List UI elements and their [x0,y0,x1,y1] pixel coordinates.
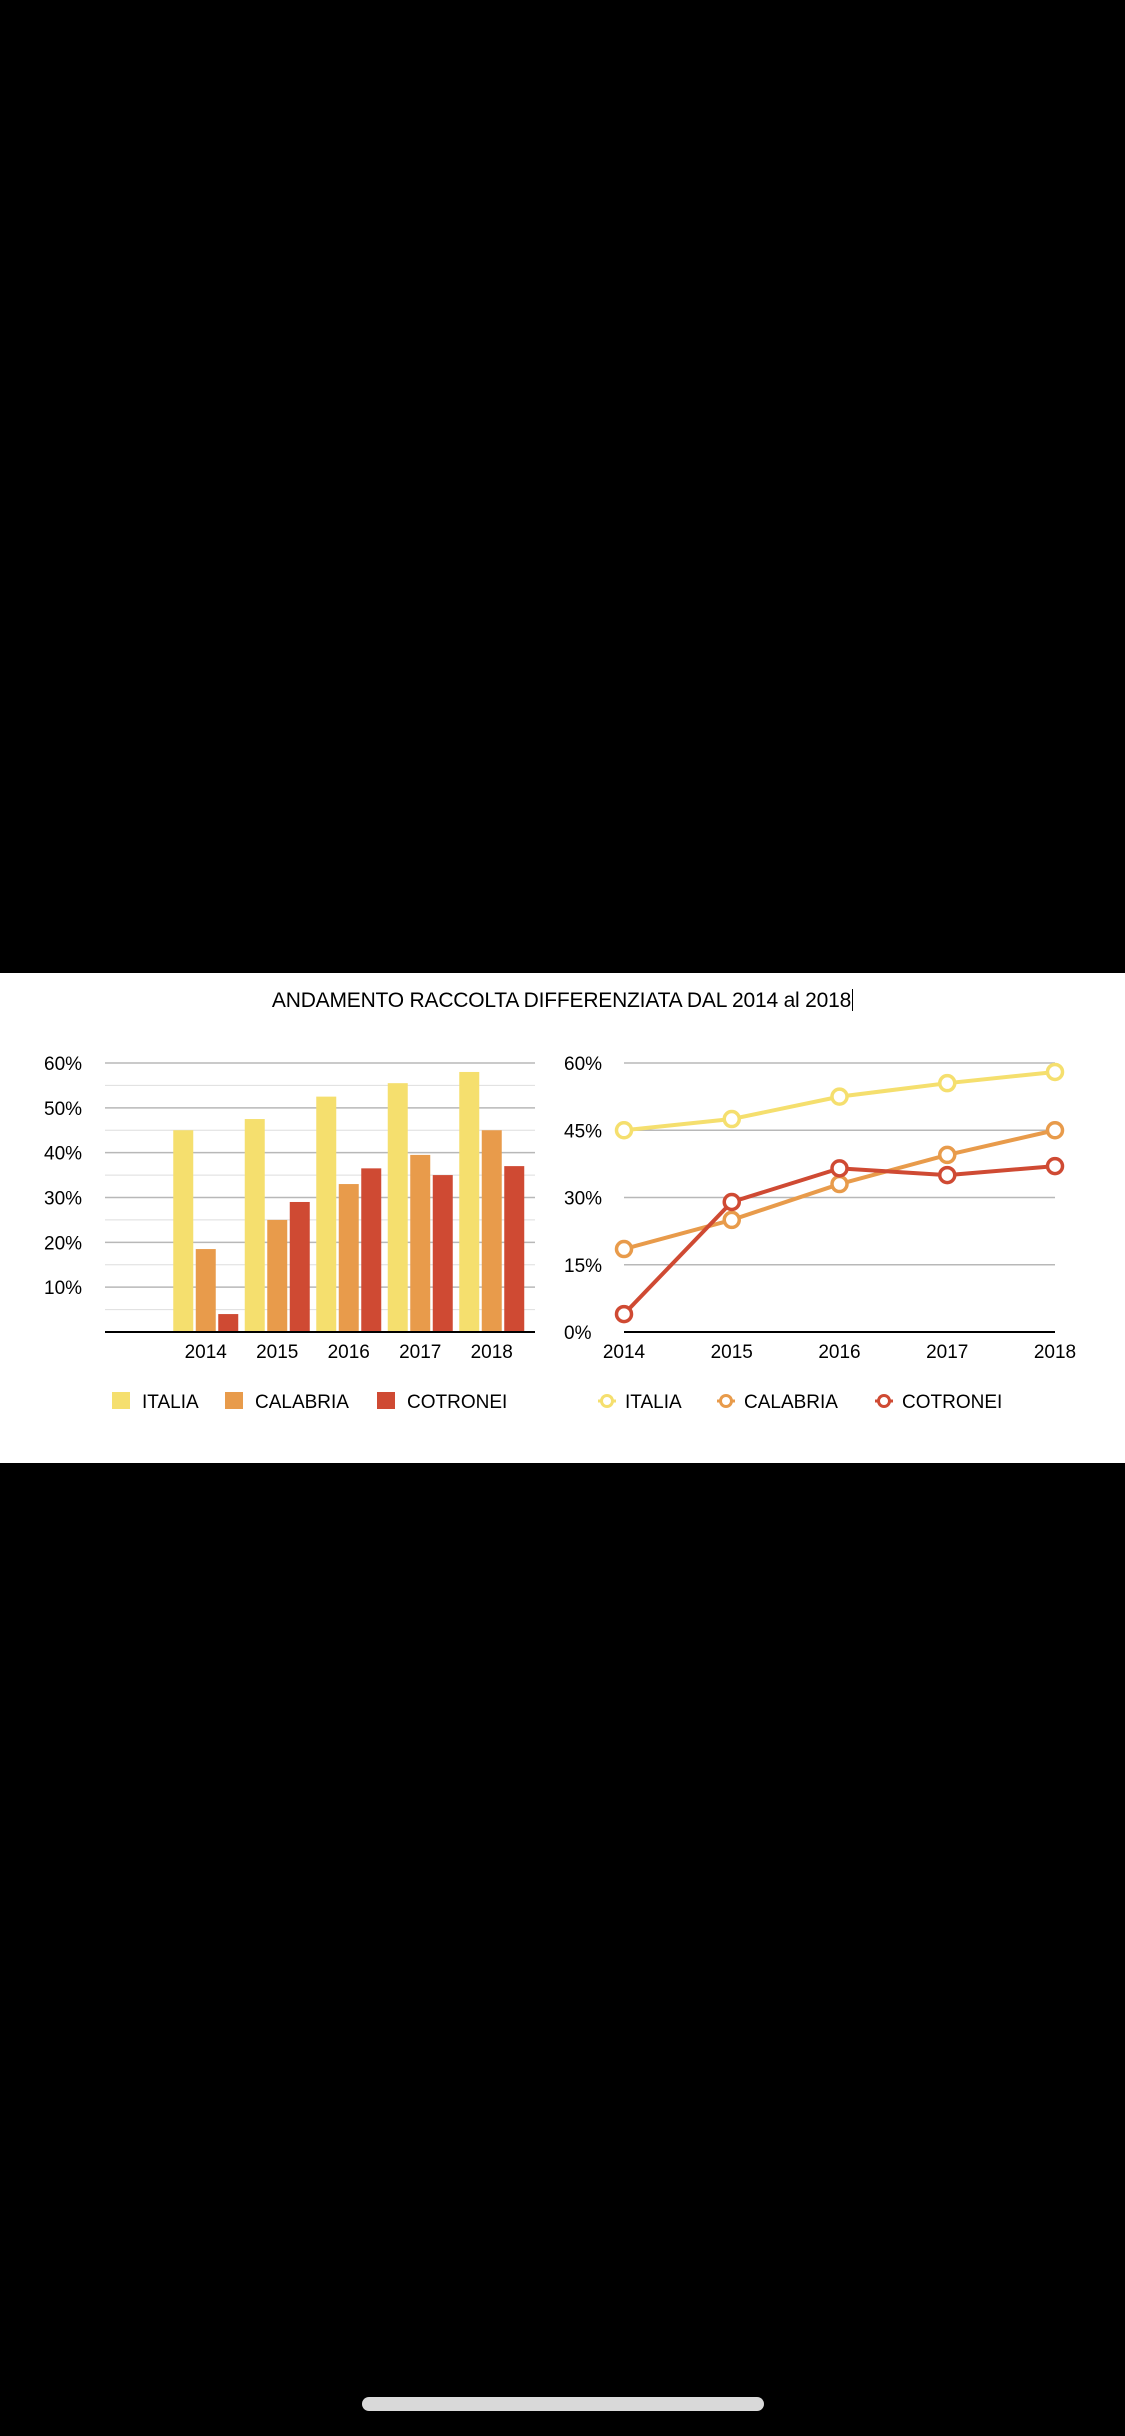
point-calabria-2014 [614,1239,634,1259]
point-italia-2016 [830,1087,849,1106]
bar-calabria-2015 [267,1219,288,1332]
bar-cotronei-2017 [432,1175,453,1332]
bar-calabria-2017 [410,1154,431,1332]
point-italia-2017 [938,1073,957,1093]
point-calabria-2018 [1045,1121,1065,1140]
bar-italia-2017 [387,1083,408,1332]
x-tick-label: 2016 [328,1342,370,1363]
bar-calabria-2018 [481,1130,502,1332]
y-tick-label: 30% [44,1189,82,1210]
point-calabria-2017 [938,1145,957,1165]
legend-label-italia: ITALIA [142,1392,199,1413]
y-tick-label: 15% [564,1256,602,1277]
bar-italia-2014 [173,1130,194,1332]
point-cotronei-2015 [722,1192,741,1212]
point-italia-2018 [1045,1062,1065,1082]
legend-label-italia: ITALIA [625,1392,682,1413]
text-cursor [852,989,854,1011]
bar-cotronei-2018 [504,1166,525,1332]
x-tick-label: 2018 [471,1342,513,1363]
point-calabria-2016 [830,1174,849,1194]
y-tick-label: 60% [44,1054,82,1075]
legend-swatch-calabria [225,1392,243,1409]
x-tick-label: 2017 [399,1342,441,1363]
point-cotronei-2016 [830,1159,849,1178]
line-chart: 0% 15% 30% 45% 60% 2014 2015 2016 2017 2018 ITALIA… [564,1054,1076,1413]
x-tick-label: 2014 [603,1342,646,1363]
y-tick-label: 60% [564,1054,602,1075]
legend-swatch-italia [112,1392,130,1409]
y-tick-label: 45% [564,1121,602,1142]
bar-cotronei-2016 [361,1168,382,1332]
point-cotronei-2018 [1045,1156,1065,1176]
bar-cotronei-2014 [218,1314,239,1332]
legend-marker-calabria [719,1394,733,1408]
x-tick-label: 2015 [256,1342,298,1363]
legend-label-cotronei: COTRONEI [902,1392,1002,1413]
legend-label-calabria: CALABRIA [744,1392,838,1413]
point-cotronei-2017 [938,1165,957,1185]
bar-cotronei-2015 [289,1201,310,1332]
y-tick-label: 10% [44,1278,82,1299]
chart-panel: ANDAMENTO RACCOLTA DIFFERENZIATA DAL 201… [0,973,1125,1463]
point-italia-2014 [614,1121,634,1140]
legend-swatch-cotronei [377,1392,395,1409]
chart-title: ANDAMENTO RACCOLTA DIFFERENZIATA DAL 201… [0,989,1125,1013]
point-calabria-2015 [722,1210,741,1230]
legend-label-cotronei: COTRONEI [407,1392,507,1413]
legend-marker-italia [600,1394,614,1408]
y-tick-label: 30% [564,1189,602,1210]
y-tick-label: 0% [564,1323,592,1344]
bar-calabria-2016 [338,1184,359,1332]
home-indicator[interactable] [362,2397,764,2411]
y-tick-label: 20% [44,1233,82,1254]
x-tick-label: 2014 [185,1342,228,1363]
point-italia-2015 [722,1109,741,1129]
y-tick-label: 40% [44,1144,82,1165]
bar-italia-2018 [459,1071,480,1332]
x-tick-label: 2017 [926,1342,968,1363]
bar-italia-2016 [316,1096,337,1332]
bar-italia-2015 [244,1119,265,1332]
x-tick-label: 2016 [818,1342,860,1363]
x-tick-label: 2015 [711,1342,753,1363]
bar-calabria-2014 [195,1249,216,1332]
x-tick-label: 2018 [1034,1342,1076,1363]
chart-title-text: ANDAMENTO RACCOLTA DIFFERENZIATA DAL 201… [271,989,852,1012]
legend-marker-cotronei [877,1394,891,1408]
point-cotronei-2014 [614,1304,634,1324]
legend-label-calabria: CALABRIA [255,1392,349,1413]
y-tick-label: 50% [44,1099,82,1120]
bar-chart: 10% 20% 30% 40% 50% 60% 2014 2015 2016 2017 2018 IT… [44,1054,535,1413]
